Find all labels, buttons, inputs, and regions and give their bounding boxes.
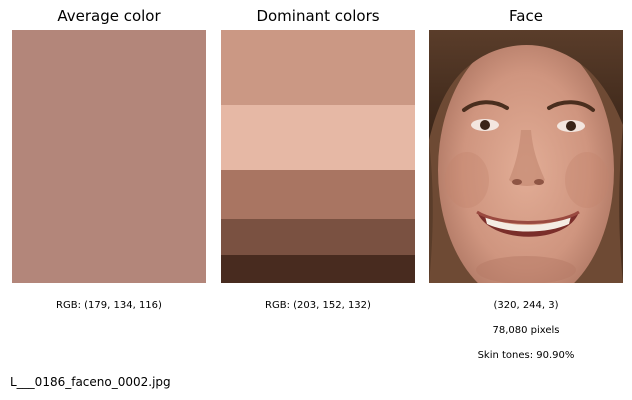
filename-label: L___0186_faceno_0002.jpg	[10, 375, 171, 389]
face-pixel-count: 78,080 pixels	[492, 325, 560, 336]
left-eyebrow	[462, 100, 509, 112]
average-color-rgb: RGB: (179, 134, 116)	[56, 300, 162, 311]
face-shape: (320, 244, 3)	[493, 300, 559, 311]
dominant-color-band-2	[221, 105, 415, 170]
nose	[509, 130, 545, 186]
average-color-title: Average color	[57, 7, 161, 25]
face-photo	[429, 30, 623, 283]
mouth	[477, 212, 579, 237]
dominant-color-rgb: RGB: (203, 152, 132)	[265, 300, 371, 311]
right-eyebrow	[547, 100, 595, 112]
dominant-color-band-4	[221, 219, 415, 255]
face-title: Face	[509, 7, 543, 25]
dominant-colors-title: Dominant colors	[256, 7, 380, 25]
teeth	[485, 216, 571, 232]
dominant-colors-swatch	[221, 30, 415, 283]
skin-tone-percentage: Skin tones: 90.90%	[477, 350, 575, 361]
dominant-color-band-1	[221, 30, 415, 105]
average-color-swatch	[12, 30, 206, 283]
hair	[429, 30, 623, 140]
dominant-color-band-3	[221, 170, 415, 219]
dominant-color-band-5	[221, 255, 415, 283]
